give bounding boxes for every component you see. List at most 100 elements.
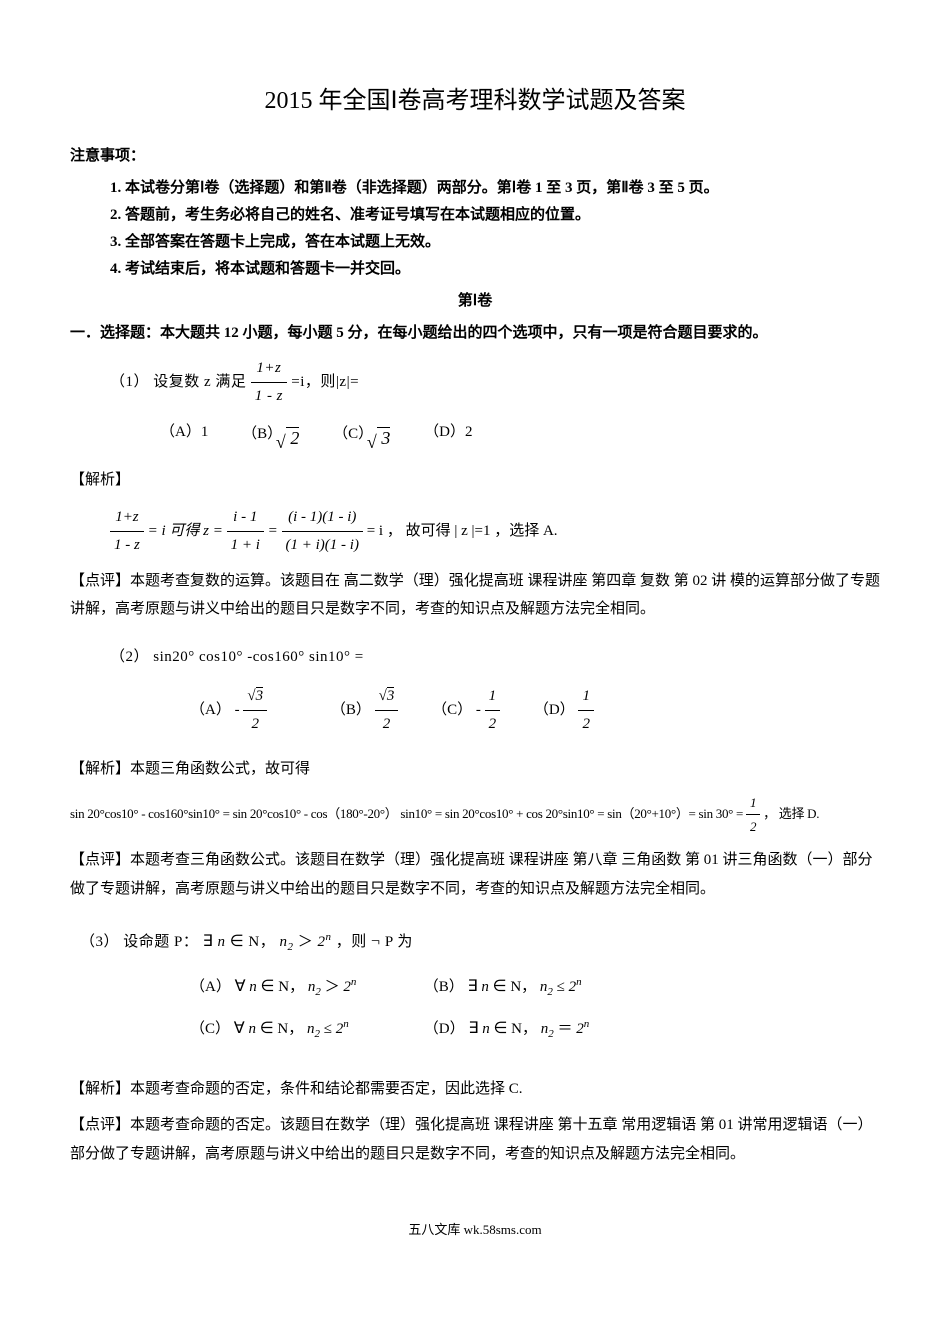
q2-lf-num: 1 — [746, 791, 760, 815]
section-label: 第Ⅰ卷 — [70, 288, 880, 315]
q2-analysis-label: 【解析】本题三角函数公式，故可得 — [70, 756, 880, 783]
q1-stem-suffix: =i，则|z|= — [291, 374, 359, 390]
q1-analysis-frac1: 1+z 1 - z — [110, 504, 144, 559]
q2-c-den: 2 — [485, 711, 501, 738]
q3-a-q: ∀ — [235, 978, 246, 995]
q1-analysis-t3: = i ， 故可得 | z |=1 ，选择 A. — [367, 523, 558, 539]
q3-options: （A） ∀ n ∈ N， n2 ＞ 2n （B） ∃ n ∈ N， n2 ≤ 2… — [70, 973, 880, 1045]
q1-option-b: （B） 2 √ — [242, 416, 299, 448]
q2-b-num: √3 — [375, 683, 399, 711]
notice-item-4: 4. 考试结束后，将本试题和答题卡一并交回。 — [70, 256, 880, 283]
q1-comment: 【点评】本题考查复数的运算。该题目在 高二数学（理）强化提高班 课程讲座 第四章… — [70, 567, 880, 624]
q2-d-num: 1 — [578, 683, 594, 711]
q2-c-label: （C） — [432, 702, 472, 718]
q2-options: （A） - √3 2 （B） √3 2 （C） - 1 2 （D） 1 2 — [70, 683, 880, 738]
q3-b-2n: 2n — [569, 979, 582, 995]
q1-frac-den: 1 - z — [251, 383, 287, 410]
q2-option-d: （D） 1 2 — [534, 683, 594, 738]
q1-analysis-t1: = i 可得 z = — [148, 523, 227, 539]
q2-b-label: （B） — [331, 702, 371, 718]
q3-c-n: n — [248, 1021, 256, 1037]
q3-d-rel: ＝ — [557, 1021, 572, 1037]
q3-a-n: n — [249, 979, 257, 995]
q1-analysis-frac3: (i - 1)(1 - i) (1 + i)(1 - i) — [282, 504, 363, 559]
q3-N: N， — [248, 934, 275, 950]
notice-header: 注意事项： — [70, 143, 880, 170]
q2-d-frac: 1 2 — [578, 683, 594, 738]
q3-a-N: N， — [278, 979, 304, 995]
q1-option-d: （D）2 — [424, 419, 472, 446]
q2-long-formula: sin 20°cos10° - cos160°sin10° = sin 20°c… — [70, 791, 880, 839]
notice-item-1: 1. 本试卷分第Ⅰ卷（选择题）和第Ⅱ卷（非选择题）两部分。第Ⅰ卷 1 至 3 页… — [70, 175, 880, 202]
q1-option-b-val: 2 √ — [286, 428, 300, 448]
q3-b-rel: ≤ — [557, 979, 565, 995]
q1-af2-num: i - 1 — [227, 504, 264, 532]
q3-n: n — [217, 934, 225, 950]
q1-option-c: （C） 3 √ — [333, 416, 390, 448]
q3-option-d: （D） ∃ n ∈ N， n2 ＝ 2n — [424, 1021, 590, 1037]
q2-c-frac: 1 2 — [485, 683, 501, 738]
q1-stem-prefix: 设复数 z 满足 — [153, 374, 246, 390]
q1-analysis-t2: = — [268, 523, 282, 539]
q3-exists: ∃ — [203, 933, 214, 950]
q3-b-N: N， — [510, 979, 536, 995]
q3-b-in: ∈ — [493, 978, 507, 995]
q2-lf-prefix: sin 20°cos10° - cos160°sin10° = sin 20°c… — [70, 805, 746, 820]
q1-analysis-content: 1+z 1 - z = i 可得 z = i - 1 1 + i = (i - … — [70, 504, 880, 559]
q2-a-label: （A） — [190, 702, 231, 718]
q3-gt: ＞ — [298, 934, 314, 950]
q1-af1-num: 1+z — [110, 504, 144, 532]
q3-d-in: ∈ — [493, 1020, 507, 1037]
q3-2n: 2n — [318, 934, 332, 950]
q1-analysis-frac2: i - 1 1 + i — [227, 504, 264, 559]
q3-d-q: ∃ — [468, 1020, 478, 1037]
page-title: 2015 年全国Ⅰ卷高考理科数学试题及答案 — [70, 80, 880, 123]
q1-options: （A）1 （B） 2 √ （C） 3 √ （D）2 — [70, 416, 880, 448]
q2-option-a: （A） - √3 2 — [190, 683, 267, 738]
notice-item-2: 2. 答题前，考生务必将自己的姓名、准考证号填写在本试题相应的位置。 — [70, 202, 880, 229]
q1-option-a: （A）1 — [160, 419, 208, 446]
question-1: （1） 设复数 z 满足 1+z 1 - z =i，则|z|= — [70, 355, 880, 410]
q3-a-2n: 2n — [343, 979, 356, 995]
q3-option-row-1: （A） ∀ n ∈ N， n2 ＞ 2n （B） ∃ n ∈ N， n2 ≤ 2… — [190, 973, 880, 1003]
q3-d-n: n — [482, 1021, 490, 1037]
q2-option-c: （C） - 1 2 — [432, 683, 500, 738]
q2-a-num: √3 — [243, 683, 267, 711]
q3-analysis: 【解析】本题考查命题的否定，条件和结论都需要否定，因此选择 C. — [70, 1075, 880, 1104]
q3-c-N: N， — [277, 1021, 303, 1037]
q3-P: P 为 — [385, 934, 413, 950]
q2-d-den: 2 — [578, 711, 594, 738]
q3-a-n2: n2 — [308, 979, 321, 995]
q3-b-n: n — [481, 979, 489, 995]
q2-stem: sin20° cos10° -cos160° sin10° = — [153, 649, 363, 665]
q3-c-rel: ≤ — [324, 1021, 332, 1037]
q3-n2: n2 — [280, 934, 294, 950]
notice-item-3: 3. 全部答案在答题卡上完成，答在本试题上无效。 — [70, 229, 880, 256]
q1-af2-den: 1 + i — [227, 532, 264, 559]
q3-c-2n: 2n — [336, 1021, 349, 1037]
q3-stem-prefix: 设命题 P： — [123, 934, 198, 950]
q3-a-in: ∈ — [261, 978, 275, 995]
q2-a-den: 2 — [243, 711, 267, 738]
q1-analysis-label: 【解析】 — [70, 467, 880, 494]
q3-option-b: （B） ∃ n ∈ N， n2 ≤ 2n — [424, 979, 582, 995]
q3-option-row-2: （C） ∀ n ∈ N， n2 ≤ 2n （D） ∃ n ∈ N， n2 ＝ 2… — [190, 1015, 880, 1045]
q2-b-frac: √3 2 — [375, 683, 399, 738]
q3-d-2n: 2n — [576, 1021, 589, 1037]
q2-lf-suffix: ， 选择 D. — [763, 805, 819, 820]
question-3: （3） 设命题 P： ∃ n ∈ N， n2 ＞ 2n ，则 ¬ P 为 — [70, 928, 880, 958]
q3-c-q: ∀ — [234, 1020, 245, 1037]
q2-b-den: 2 — [375, 711, 399, 738]
q2-a-frac: √3 2 — [243, 683, 267, 738]
q2-d-label: （D） — [534, 702, 575, 718]
q1-fraction: 1+z 1 - z — [251, 355, 287, 410]
q2-c-num: 1 — [485, 683, 501, 711]
q3-d-N: N， — [511, 1021, 537, 1037]
q3-b-q: ∃ — [468, 978, 478, 995]
q1-frac-num: 1+z — [251, 355, 287, 383]
q2-number: （2） — [110, 649, 149, 665]
q3-in: ∈ — [230, 933, 244, 950]
q3-suffix: ，则 — [336, 934, 371, 950]
q3-number: （3） — [80, 934, 119, 950]
q3-b-n2: n2 — [540, 979, 553, 995]
